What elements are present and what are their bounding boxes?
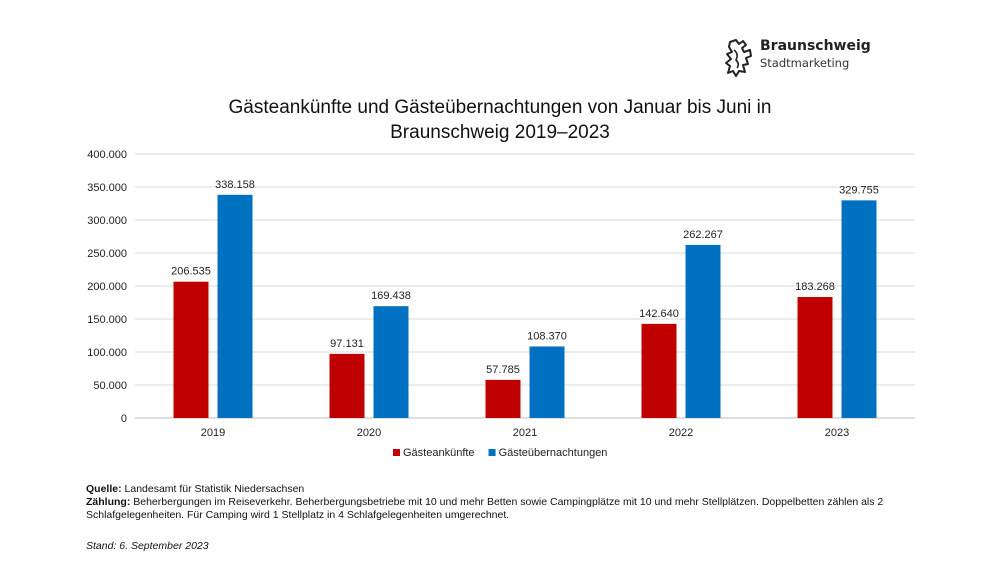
data-label: 183.268 [795, 281, 835, 293]
x-tick-label: 2022 [669, 427, 693, 439]
x-tick-label: 2020 [357, 427, 381, 439]
count-text: Beherbergungen im Reiseverkehr. Beherber… [86, 496, 884, 521]
lion-crest-icon [725, 39, 752, 77]
source-note: Quelle: Landesamt für Statistik Niedersa… [86, 483, 966, 496]
x-tick-label: 2023 [825, 427, 849, 439]
legend-label: Gästeankünfte [403, 447, 475, 459]
bar-gaesteuebernachtungen [841, 200, 877, 418]
stand-date: Stand: 6. September 2023 [86, 540, 209, 552]
data-label: 169.438 [371, 290, 411, 302]
braunschweig-logo: Braunschweig Stadtmarketing [724, 38, 874, 80]
bar-chart: 0 50.000 100.000 150.000 200.000 250.000 300.0… [87, 149, 915, 459]
y-tick-label: 350.000 [87, 182, 127, 194]
data-label: 338.158 [215, 179, 255, 191]
x-tick-label: 2021 [513, 427, 537, 439]
count-note: Zählung: Beherbergungen im Reiseverkehr.… [86, 496, 966, 522]
y-tick-label: 200.000 [87, 281, 127, 293]
bar-gaesteankuenfte [641, 323, 677, 418]
data-label: 262.267 [683, 229, 723, 241]
data-label: 108.370 [527, 330, 567, 342]
chart-title-line-1: Gästeankünfte und Gästeübernachtungen vo… [228, 97, 772, 118]
y-tick-label: 300.000 [87, 215, 127, 227]
data-label: 57.785 [486, 364, 520, 376]
logo-subtitle: Stadtmarketing [760, 56, 850, 70]
bar-gaesteuebernachtungen [529, 346, 565, 418]
bar-gaesteankuenfte [329, 353, 365, 418]
bar-gaesteuebernachtungen [217, 194, 253, 418]
source-text: Landesamt für Statistik Niedersachsen [121, 483, 305, 495]
bar-gaesteankuenfte [173, 281, 209, 418]
chart-title: Gästeankünfte und Gästeübernachtungen vo… [150, 95, 850, 145]
legend-label: Gästeübernachtungen [499, 447, 608, 459]
y-tick-label: 250.000 [87, 248, 127, 260]
bar-gaesteankuenfte [485, 379, 521, 418]
chart-title-line-2: Braunschweig 2019–2023 [390, 122, 610, 143]
data-label: 206.535 [171, 266, 211, 278]
data-label: 97.131 [330, 338, 364, 350]
bar-gaesteankuenfte [797, 297, 833, 418]
y-tick-label: 0 [121, 413, 127, 425]
y-tick-label: 100.000 [87, 347, 127, 359]
y-tick-label: 50.000 [93, 380, 127, 392]
data-label: 329.755 [839, 184, 879, 196]
notes: Quelle: Landesamt für Statistik Niedersa… [86, 483, 966, 522]
data-label: 142.640 [639, 308, 679, 320]
x-tick-label: 2019 [201, 427, 225, 439]
y-tick-label: 150.000 [87, 314, 127, 326]
legend-swatch [488, 449, 496, 456]
source-label: Quelle: [86, 483, 122, 495]
count-label: Zählung: [86, 496, 131, 508]
bar-gaesteuebernachtungen [685, 244, 721, 418]
logo-name: Braunschweig [760, 38, 871, 54]
legend-swatch [393, 449, 400, 456]
y-tick-label: 400.000 [87, 149, 127, 161]
bar-gaesteuebernachtungen [373, 306, 409, 418]
